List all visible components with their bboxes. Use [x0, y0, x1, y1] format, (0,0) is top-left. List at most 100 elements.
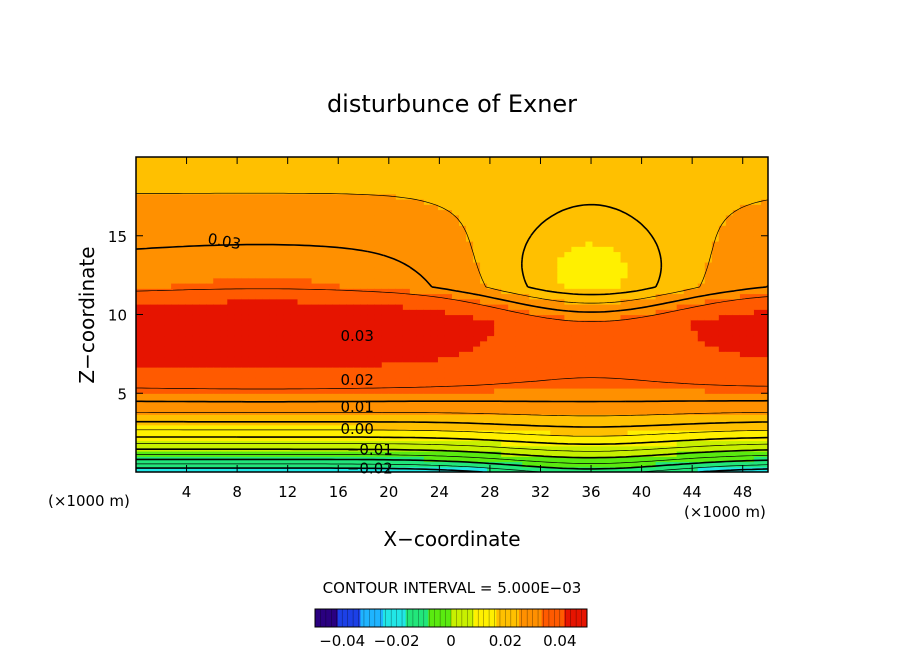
contour-cell [501, 209, 509, 216]
contour-cell [473, 251, 481, 258]
contour-cell [697, 445, 706, 452]
contour-cell [430, 409, 439, 415]
contour-cell [704, 230, 713, 237]
contour-cell [220, 220, 228, 226]
contour-cell [143, 409, 151, 415]
contour-cell [648, 393, 657, 400]
contour-cell [648, 435, 657, 442]
contour-cell [494, 356, 502, 363]
contour-cell [402, 377, 411, 384]
contour-cell [571, 220, 579, 226]
contour-cell [206, 330, 214, 337]
contour-cell [585, 377, 594, 384]
contour-cell [522, 162, 530, 169]
contour-cell [318, 466, 327, 472]
contour-cell [501, 298, 509, 305]
contour-cell [494, 367, 502, 373]
contour-cell [276, 220, 285, 226]
contour-cell [536, 272, 544, 279]
contour-cell [452, 251, 460, 258]
contour-cell [564, 393, 572, 400]
contour-cell [662, 167, 671, 174]
contour-cell [248, 314, 256, 321]
contour-cell [676, 325, 685, 331]
contour-cell [480, 361, 488, 368]
contour-cell [452, 193, 460, 200]
contour-cell [669, 424, 678, 431]
contour-cell [452, 204, 460, 211]
contour-cell [297, 183, 306, 190]
contour-cell [409, 262, 418, 268]
contour-cell [718, 456, 727, 463]
contour-cell [339, 193, 348, 200]
contour-cell [452, 167, 460, 174]
contour-cell [697, 283, 706, 289]
contour-cell [171, 167, 179, 174]
contour-cell [704, 272, 713, 279]
contour-cell [634, 340, 643, 347]
contour-cell [452, 283, 460, 289]
contour-cell [171, 414, 179, 421]
contour-cell [136, 409, 144, 415]
contour-cell [416, 314, 425, 321]
contour-cell [501, 283, 509, 289]
contour-cell [430, 204, 439, 211]
contour-cell [669, 241, 678, 247]
contour-cell [367, 246, 376, 253]
contour-cell [711, 440, 720, 447]
contour-cell [662, 251, 671, 258]
contour-cell [704, 304, 713, 310]
contour-cell [592, 256, 601, 263]
contour-cell [381, 230, 390, 237]
contour-cell [178, 262, 186, 268]
contour-cell [136, 319, 144, 326]
contour-cell [409, 209, 418, 216]
contour-cell [704, 430, 713, 436]
contour-cell [648, 319, 657, 326]
contour-cell [697, 456, 706, 463]
contour-cell [395, 403, 404, 410]
contour-cell [515, 430, 523, 436]
contour-cell [248, 372, 256, 379]
contour-cell [318, 377, 327, 384]
contour-cell [185, 256, 193, 263]
contour-cell [234, 367, 242, 373]
contour-cell [655, 167, 664, 174]
contour-cell [550, 214, 558, 221]
contour-cell [143, 209, 151, 216]
contour-cell [564, 382, 572, 389]
contour-cell [283, 340, 292, 347]
contour-cell [374, 430, 383, 436]
contour-cell [185, 272, 193, 279]
contour-cell [648, 246, 657, 253]
contour-cell [248, 356, 256, 363]
contour-cell [164, 377, 172, 384]
contour-cell [459, 230, 467, 237]
contour-cell [283, 298, 292, 305]
contour-cell [220, 319, 228, 326]
contour-cell [423, 309, 432, 316]
contour-cell [360, 356, 369, 363]
contour-cell [220, 256, 228, 263]
contour-cell [297, 403, 306, 410]
contour-cell [360, 340, 369, 347]
contour-cell [227, 167, 235, 174]
contour-cell [262, 204, 271, 211]
contour-cell [367, 199, 376, 205]
contour-cell [515, 414, 523, 421]
contour-cell [409, 356, 418, 363]
contour-cell [241, 267, 249, 274]
contour-cell [255, 388, 263, 394]
contour-cell [360, 414, 369, 421]
contour-cell [683, 409, 692, 415]
contour-cell [627, 466, 636, 472]
contour-cell [487, 461, 495, 468]
contour-cell [402, 225, 411, 232]
contour-cell [262, 167, 271, 174]
contour-cell [192, 167, 200, 174]
contour-cell [627, 456, 636, 463]
contour-cell [662, 220, 671, 226]
contour-cell [459, 298, 467, 305]
contour-cell [339, 393, 348, 400]
contour-cell [283, 361, 292, 368]
